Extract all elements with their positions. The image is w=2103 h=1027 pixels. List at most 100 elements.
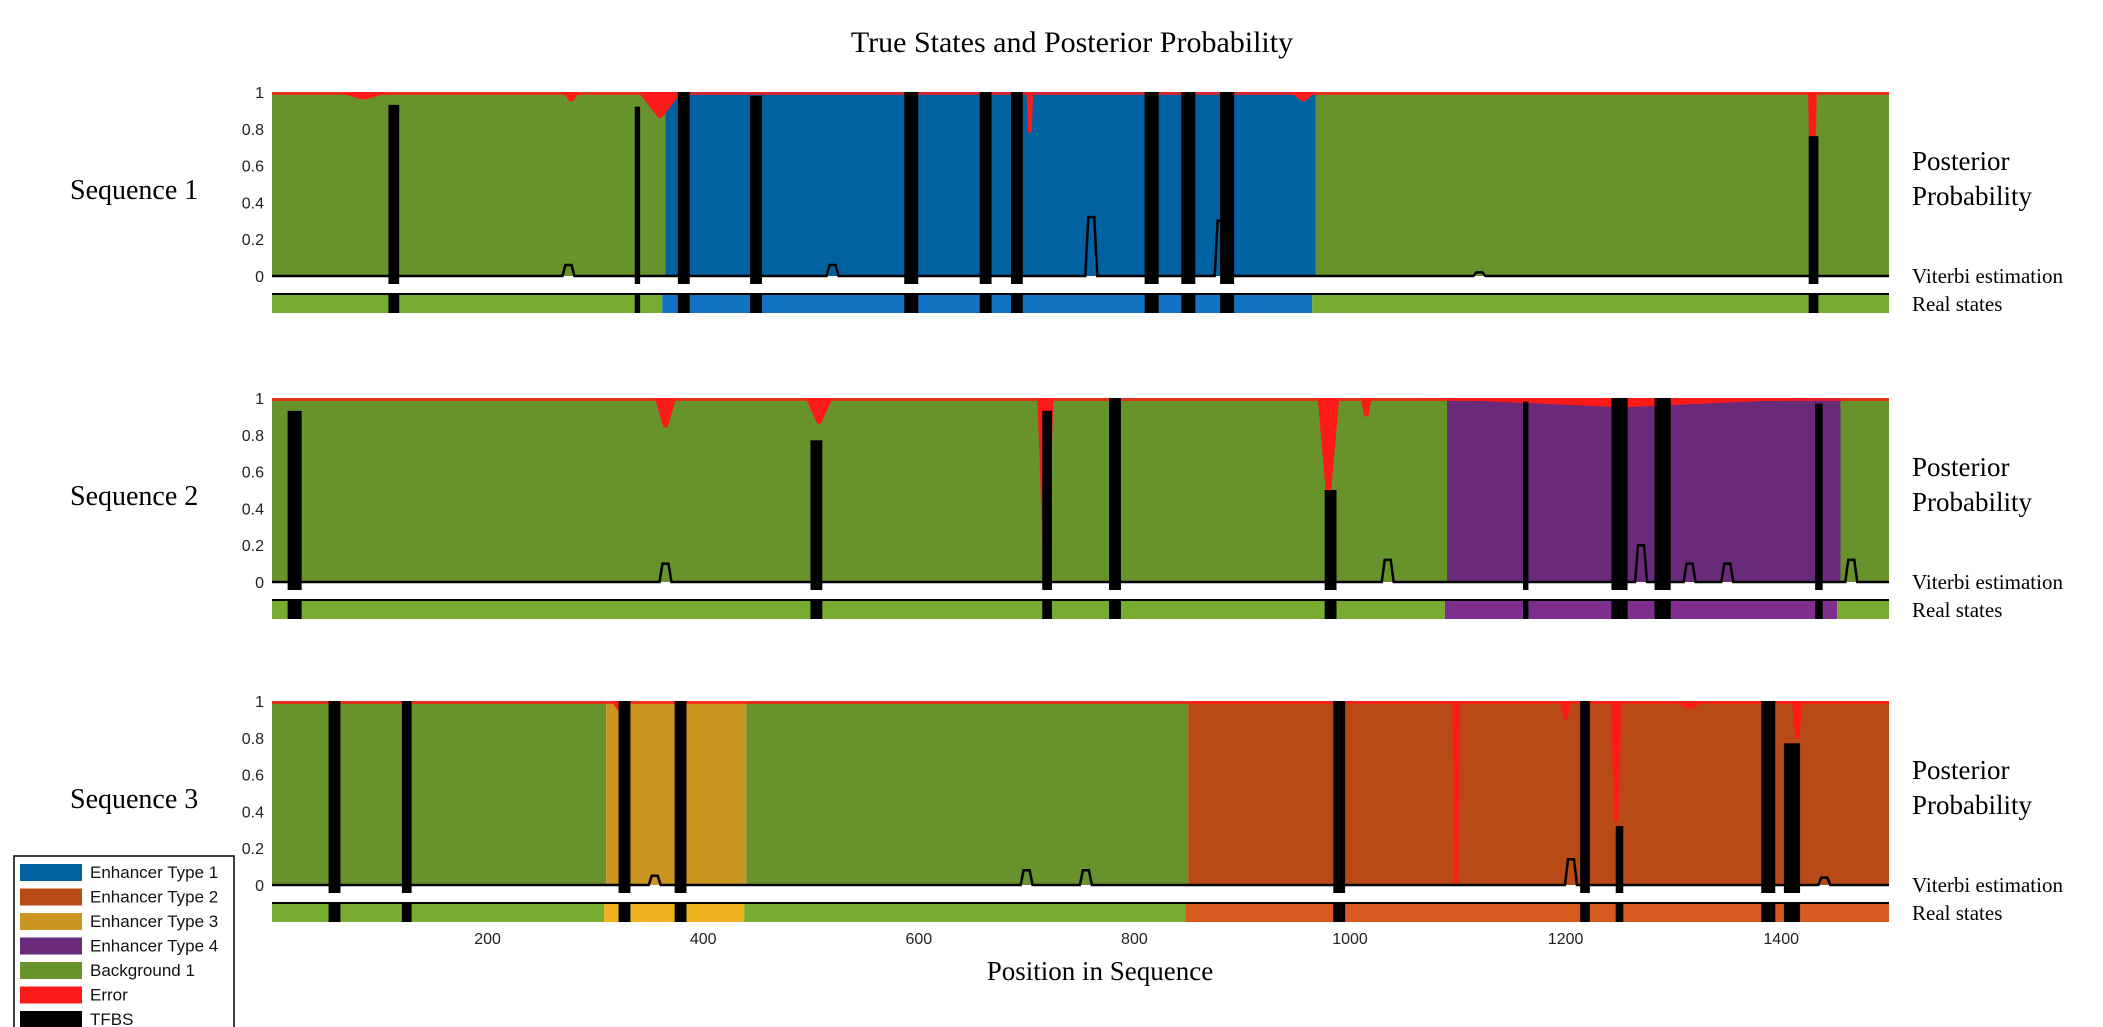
y-tick-label: 0.8 xyxy=(242,428,264,445)
error-spike xyxy=(1791,701,1803,738)
tfbs-bar xyxy=(328,701,341,893)
y-tick-label: 0 xyxy=(255,269,264,286)
sequence-panel-1: 1 0.8 0.6 0.4 0.2 0 Sequence 1 Posterior Probabi… xyxy=(70,85,2063,316)
real-tfbs-mark xyxy=(1580,904,1590,922)
error-fringe xyxy=(272,92,1889,95)
tfbs-bar xyxy=(677,92,690,284)
y-tick-label: 0.2 xyxy=(242,232,264,249)
real-state-background xyxy=(1312,295,1889,313)
real-states-label: Real states xyxy=(1912,901,2002,925)
real-tfbs-mark xyxy=(674,904,687,922)
legend-label: Enhancer Type 1 xyxy=(90,863,218,882)
x-tick-label: 1200 xyxy=(1548,931,1584,948)
y-tick-label: 1 xyxy=(255,85,264,102)
posterior-region-background xyxy=(272,92,666,276)
posterior-label: Probability xyxy=(1912,181,2032,211)
x-tick-label: 400 xyxy=(690,931,717,948)
y-tick-label: 0.2 xyxy=(242,841,264,858)
tfbs-bar xyxy=(1615,826,1624,893)
legend-label: Enhancer Type 4 xyxy=(90,937,218,956)
legend-swatch-tfbs xyxy=(20,1011,82,1027)
x-tick-label: 1400 xyxy=(1763,931,1799,948)
real-tfbs-mark xyxy=(388,295,400,313)
error-spike xyxy=(638,92,682,118)
sequence-panel-2: 1 0.8 0.6 0.4 0.2 0 Sequence 2 Posterior Probabi… xyxy=(70,391,2063,622)
error-spike xyxy=(1026,92,1034,133)
real-tfbs-mark xyxy=(1144,295,1159,313)
real-states-label: Real states xyxy=(1912,292,2002,316)
real-tfbs-mark xyxy=(1333,904,1346,922)
y-tick-label: 0.6 xyxy=(242,465,264,482)
legend-label: Enhancer Type 3 xyxy=(90,912,218,931)
error-spike xyxy=(654,398,677,428)
y-tick-label: 1 xyxy=(255,694,264,711)
panels: 1 0.8 0.6 0.4 0.2 0 Sequence 1 Posterior Probabi… xyxy=(70,85,2063,925)
y-tick-label: 0.4 xyxy=(242,195,264,212)
real-tfbs-mark xyxy=(677,295,690,313)
real-tfbs-mark xyxy=(1523,601,1529,619)
tfbs-bar xyxy=(634,106,641,284)
real-tfbs-mark xyxy=(1220,295,1235,313)
error-spike xyxy=(1360,398,1372,417)
legend-label: Enhancer Type 2 xyxy=(90,888,218,907)
posterior-line xyxy=(272,543,1889,584)
viterbi-label: Viterbi estimation xyxy=(1912,264,2063,288)
real-tfbs-mark xyxy=(1654,601,1671,619)
tfbs-bar xyxy=(1523,401,1529,590)
posterior-label: Probability xyxy=(1912,790,2032,820)
legend-swatch-error xyxy=(20,986,82,1004)
posterior-region-background xyxy=(746,701,1189,885)
y-tick-label: 0.4 xyxy=(242,501,264,518)
real-state-background xyxy=(1837,601,1889,619)
real-tfbs-mark xyxy=(979,295,992,313)
y-tick-label: 0.8 xyxy=(242,122,264,139)
tfbs-bar xyxy=(618,701,631,893)
y-tick-label: 0.6 xyxy=(242,159,264,176)
posterior-line xyxy=(272,215,1889,278)
real-tfbs-mark xyxy=(1783,904,1801,922)
tfbs-bar xyxy=(1109,398,1121,590)
posterior-label: Posterior xyxy=(1912,146,2010,176)
tfbs-bar xyxy=(1611,398,1628,590)
tfbs-bar xyxy=(1042,410,1052,590)
real-tfbs-mark xyxy=(1010,295,1023,313)
x-tick-label: 600 xyxy=(905,931,932,948)
legend-swatch-enhancer2 xyxy=(20,888,82,906)
posterior-region-background xyxy=(272,398,1448,582)
sequence-panel-3: 1 0.8 0.6 0.4 0.2 0 Sequence 3 Posterior Probabi… xyxy=(70,694,2063,925)
real-tfbs-mark xyxy=(618,904,631,922)
real-states-label: Real states xyxy=(1912,598,2002,622)
real-tfbs-mark xyxy=(904,295,919,313)
real-tfbs-mark xyxy=(401,904,412,922)
y-tick-label: 0.8 xyxy=(242,731,264,748)
real-tfbs-mark xyxy=(1042,601,1052,619)
tfbs-bar xyxy=(1580,701,1590,893)
y-tick-label: 0.2 xyxy=(242,538,264,555)
real-tfbs-mark xyxy=(750,295,762,313)
real-tfbs-mark xyxy=(1615,904,1624,922)
tfbs-bar xyxy=(1333,701,1346,893)
real-tfbs-mark xyxy=(328,904,341,922)
sequence-label: Sequence 2 xyxy=(70,481,198,512)
tfbs-bar xyxy=(750,95,762,285)
legend-label: TFBS xyxy=(90,1010,133,1027)
y-tick-label: 0 xyxy=(255,878,264,895)
error-spike xyxy=(1317,398,1340,500)
tfbs-bar xyxy=(810,440,823,590)
tfbs-bar xyxy=(1654,398,1671,590)
tfbs-bar xyxy=(1010,92,1023,284)
real-state-background xyxy=(272,904,605,922)
real-tfbs-mark xyxy=(1324,601,1337,619)
tfbs-bar xyxy=(1808,136,1819,284)
legend-swatch-enhancer3 xyxy=(20,913,82,930)
x-tick-label: 1000 xyxy=(1332,931,1368,948)
sequence-label: Sequence 1 xyxy=(70,175,198,206)
real-tfbs-mark xyxy=(810,601,823,619)
tfbs-bar xyxy=(1144,92,1159,284)
posterior-label: Posterior xyxy=(1912,452,2010,482)
real-state-background xyxy=(272,601,1445,619)
legend-swatch-background xyxy=(20,962,82,979)
legend-swatch-enhancer1 xyxy=(20,864,82,881)
sequence-label: Sequence 3 xyxy=(70,784,198,815)
